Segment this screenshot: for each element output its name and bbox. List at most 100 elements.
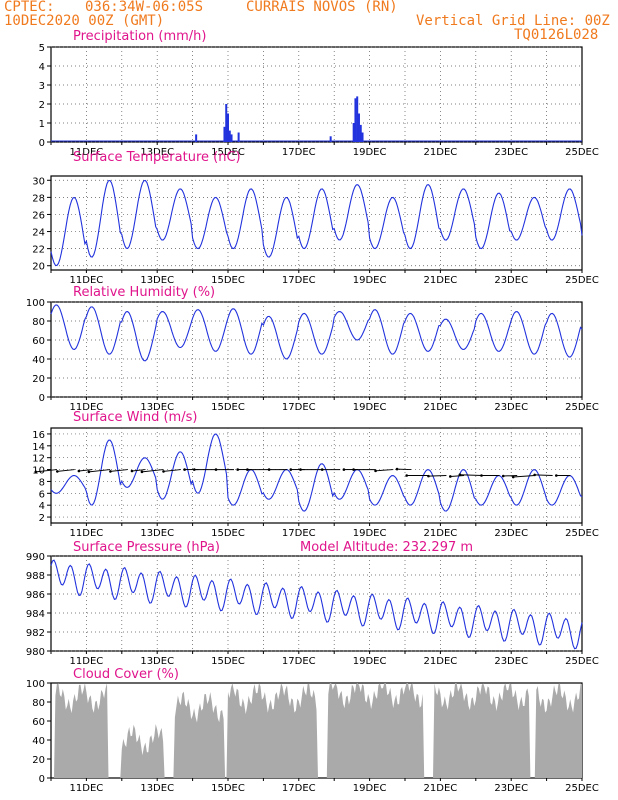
press-ytick-label: 990 bbox=[26, 552, 45, 563]
wind-arrow-head bbox=[299, 468, 302, 471]
precip-bar bbox=[329, 136, 332, 142]
wind-arrow-head bbox=[214, 468, 218, 471]
press-xlabel: 15DEC bbox=[211, 656, 245, 667]
rh-ytick-label: 20 bbox=[32, 374, 45, 385]
header-run-date: 10DEC2020 00Z (GMT) bbox=[4, 13, 165, 29]
precip-title: Precipitation (mm/h) bbox=[73, 29, 206, 44]
precip-ytick-label: 0 bbox=[39, 138, 45, 149]
wind-arrow-head bbox=[77, 469, 81, 473]
precip-bar bbox=[354, 98, 357, 142]
press-ytick-label: 988 bbox=[26, 571, 45, 582]
temp-series-line bbox=[50, 179, 583, 267]
precip-xlabel: 15DEC bbox=[211, 147, 245, 158]
temp-ytick-label: 30 bbox=[32, 176, 45, 187]
press-xlabel: 19DEC bbox=[353, 656, 387, 667]
rh-ytick-label: 100 bbox=[26, 298, 45, 309]
precip-xlabel: 17DEC bbox=[282, 147, 316, 158]
wind-xlabel: 21DEC bbox=[424, 528, 458, 539]
wind-arrow-head bbox=[246, 468, 249, 471]
wind-arrow bbox=[110, 469, 128, 472]
cloud-xlabel: 19DEC bbox=[353, 783, 387, 794]
header-location: CURRAIS NOVOS (RN) bbox=[246, 0, 398, 15]
precip-bar bbox=[237, 132, 240, 142]
temp-xlabel: 19DEC bbox=[353, 275, 387, 286]
cloud-title: Cloud Cover (%) bbox=[73, 667, 179, 682]
rh-ytick-label: 0 bbox=[39, 393, 45, 404]
wind-xlabel: 23DEC bbox=[494, 528, 528, 539]
press-ytick-label: 986 bbox=[26, 590, 45, 601]
wind-arrow-head bbox=[34, 470, 38, 474]
wind-arrow-head bbox=[374, 469, 377, 473]
wind-xlabel: 13DEC bbox=[140, 528, 174, 539]
wind-arrow bbox=[450, 475, 465, 477]
wind-arrow-head bbox=[511, 475, 515, 479]
precip-xlabel: 23DEC bbox=[494, 147, 528, 158]
wind-arrow-head bbox=[533, 473, 536, 477]
temp-xlabel: 25DEC bbox=[565, 275, 599, 286]
wind-arrow bbox=[78, 469, 93, 472]
precip-bar bbox=[361, 132, 364, 142]
wind-arrow bbox=[57, 469, 75, 472]
wind-ytick-label: 14 bbox=[32, 442, 45, 453]
press-ytick-label: 984 bbox=[26, 609, 45, 620]
rh-xlabel: 17DEC bbox=[282, 402, 316, 413]
wind-arrow-head bbox=[555, 474, 558, 477]
wind-xlabel: 19DEC bbox=[353, 528, 387, 539]
cloud-ytick-label: 100 bbox=[26, 679, 45, 690]
precip-bar bbox=[352, 123, 355, 142]
wind-arrow-head bbox=[405, 474, 409, 477]
wind-arrow-head bbox=[183, 468, 186, 471]
wind-arrow-head bbox=[289, 468, 293, 471]
press-xlabel: 23DEC bbox=[494, 656, 528, 667]
cloud-xlabel: 17DEC bbox=[282, 783, 316, 794]
press-frame bbox=[50, 555, 583, 652]
temp-ytick-label: 20 bbox=[32, 262, 45, 273]
precip-bar bbox=[357, 113, 360, 142]
press-title: Surface Pressure (hPa) bbox=[73, 540, 220, 555]
wind-arrow-head bbox=[427, 474, 430, 478]
press-ytick-label: 982 bbox=[26, 628, 45, 639]
wind-arrows bbox=[34, 467, 571, 479]
cloud-xlabel: 11DEC bbox=[70, 783, 104, 794]
temp-xlabel: 23DEC bbox=[494, 275, 528, 286]
wind-frame bbox=[50, 427, 583, 524]
wind-arrow bbox=[131, 469, 146, 472]
rh-ytick-label: 80 bbox=[32, 317, 45, 328]
cloud-xlabel: 25DEC bbox=[565, 783, 599, 794]
precip-xlabel: 25DEC bbox=[565, 147, 599, 158]
temp-xlabel: 15DEC bbox=[211, 275, 245, 286]
precip-bar bbox=[228, 130, 231, 142]
press-extra: Model Altitude: 232.297 m bbox=[300, 540, 473, 555]
wind-arrow-head bbox=[395, 467, 399, 471]
cloud-ytick-label: 0 bbox=[39, 774, 45, 785]
precip-ytick-label: 4 bbox=[39, 62, 45, 73]
wind-arrow bbox=[513, 475, 535, 478]
temp-ytick-label: 24 bbox=[32, 228, 45, 239]
wind-arrow-head bbox=[109, 470, 112, 473]
cloud-area bbox=[51, 683, 582, 778]
rh-series-line bbox=[50, 304, 583, 362]
cloud-xlabel: 21DEC bbox=[424, 783, 458, 794]
header-source: CPTEC: bbox=[4, 0, 55, 15]
press-ytick-label: 980 bbox=[26, 647, 45, 658]
wind-arrow-head bbox=[267, 468, 271, 471]
press-xlabel: 21DEC bbox=[424, 656, 458, 667]
wind-arrow-head bbox=[140, 470, 144, 474]
precip-ytick-label: 2 bbox=[39, 100, 45, 111]
precip-bar bbox=[359, 124, 362, 142]
wind-arrow-head bbox=[480, 474, 483, 477]
temp-title: Surface Temperature (nC) bbox=[73, 150, 241, 165]
rh-ytick-label: 40 bbox=[32, 355, 45, 366]
header-model-id: TQ0126L028 bbox=[514, 27, 599, 43]
precip-frame bbox=[50, 46, 583, 143]
precip-bar bbox=[225, 104, 228, 142]
wind-arrow-head bbox=[236, 468, 239, 471]
press-xlabel: 11DEC bbox=[70, 656, 104, 667]
press-xlabel: 13DEC bbox=[140, 656, 174, 667]
precip-bar bbox=[227, 113, 229, 142]
wind-xlabel: 15DEC bbox=[211, 528, 245, 539]
temp-xlabel: 11DEC bbox=[70, 275, 104, 286]
precip-xlabel: 13DEC bbox=[140, 147, 174, 158]
wind-arrow-head bbox=[87, 470, 91, 474]
